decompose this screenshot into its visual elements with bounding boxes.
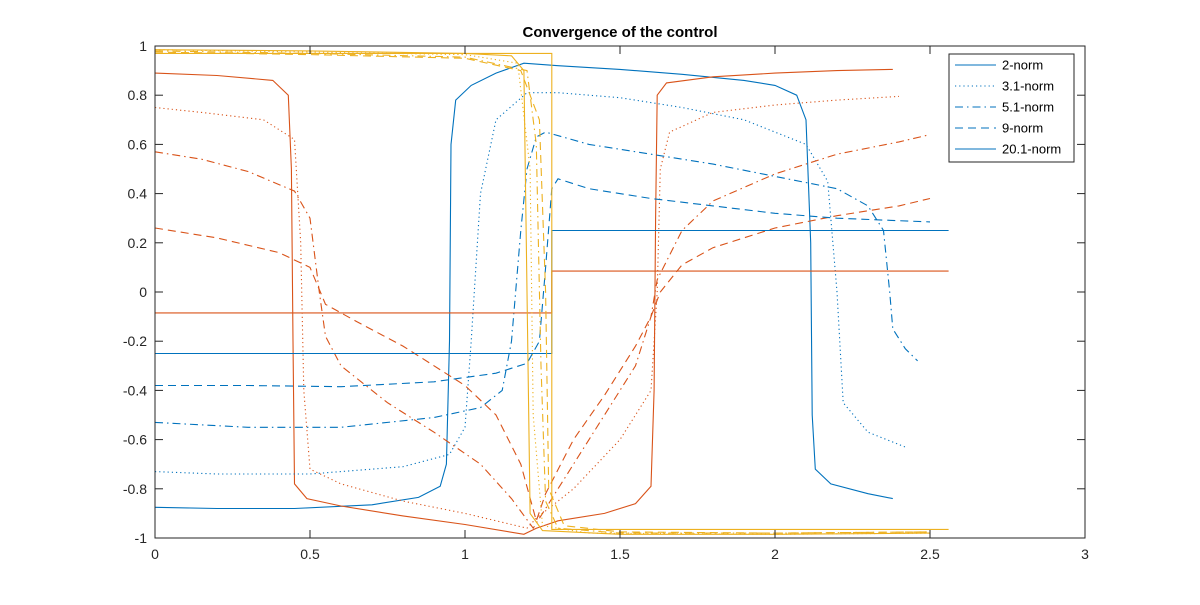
y-tick-label: -0.6 xyxy=(123,432,147,448)
y-tick-label: -1 xyxy=(135,530,148,546)
series-line-12 xyxy=(154,49,931,535)
series-line-14 xyxy=(154,50,931,534)
y-tick-label: 1 xyxy=(139,38,147,54)
series-line-15 xyxy=(154,51,931,534)
x-tick-label: 3 xyxy=(1081,546,1089,562)
series-line-2 xyxy=(154,68,893,535)
y-tick-label: 0.6 xyxy=(128,136,148,152)
y-tick-label: -0.2 xyxy=(123,333,147,349)
x-tick-label: 1.5 xyxy=(610,546,630,562)
chart-title: Convergence of the control xyxy=(522,24,717,41)
series-line-13 xyxy=(154,49,931,535)
x-tick-label: 2.5 xyxy=(920,546,940,562)
x-tick-label: 1 xyxy=(461,546,469,562)
legend-label: 2-norm xyxy=(1002,58,1043,73)
legend-label: 20.1-norm xyxy=(1002,142,1061,157)
legend-label: 9-norm xyxy=(1002,121,1043,136)
y-tick-label: -0.4 xyxy=(123,382,147,398)
series-line-7 xyxy=(154,197,931,523)
legend-label: 5.1-norm xyxy=(1002,100,1054,115)
y-tick-label: 0 xyxy=(139,284,147,300)
series-line-3 xyxy=(154,95,900,529)
ticks-layer: 0 0.5 1 1.5 2 2.5 3 -1 -0.8 -0.6 -0.4 -0.2 0 0.2 0.4 0.… xyxy=(123,38,1089,562)
x-tick-label: 0.5 xyxy=(300,546,320,562)
series-layer xyxy=(154,49,949,535)
plot-area xyxy=(155,46,1085,538)
legend-label: 3.1-norm xyxy=(1002,79,1054,94)
y-tick-label: 0.4 xyxy=(128,186,148,202)
y-tick-label: -0.8 xyxy=(123,481,147,497)
x-tick-label: 0 xyxy=(151,546,159,562)
y-tick-label: 0.2 xyxy=(128,235,148,251)
series-line-5 xyxy=(154,134,931,530)
series-line-11 xyxy=(155,52,949,530)
legend-box xyxy=(948,53,1075,163)
x-tick-label: 2 xyxy=(771,546,779,562)
legend: 2-norm 3.1-norm 5.1-norm 9-norm 20.1-norm xyxy=(948,53,1075,163)
series-line-1 xyxy=(154,62,893,510)
series-line-4 xyxy=(154,92,906,475)
y-tick-label: 0.8 xyxy=(128,87,148,103)
series-line-6 xyxy=(154,131,918,428)
